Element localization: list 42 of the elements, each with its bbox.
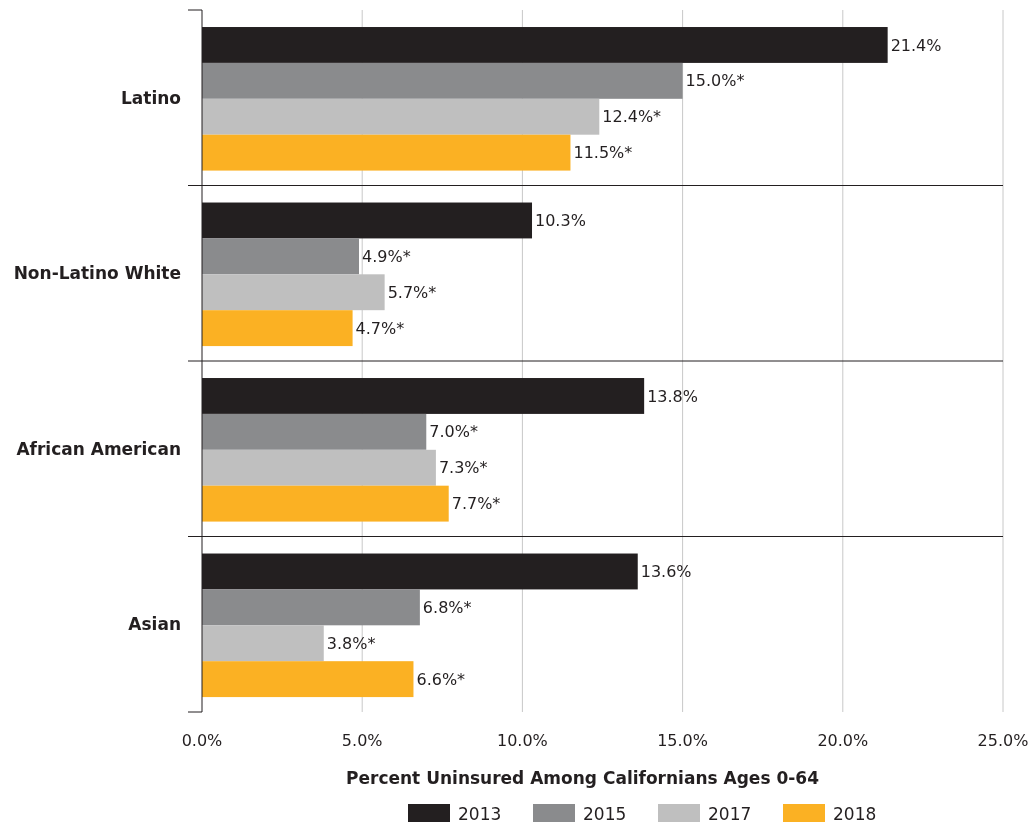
data-label: 4.7%* (355, 318, 405, 338)
data-label: 10.3% (535, 211, 586, 231)
legend-label: 2018 (833, 804, 877, 824)
bar (202, 449, 436, 486)
legend-label: 2013 (458, 804, 502, 824)
x-tick-label: 15.0% (657, 731, 709, 750)
bar (202, 134, 571, 171)
bar (202, 310, 353, 347)
x-axis-title: Percent Uninsured Among Californians Ages 0-64 (346, 768, 820, 788)
bar (202, 413, 427, 450)
y-tick-label: African American (16, 438, 181, 459)
data-label: 7.7%* (451, 494, 501, 514)
bar (202, 98, 600, 135)
bar (202, 589, 420, 626)
x-tick-label: 0.0% (181, 731, 223, 750)
data-label: 21.4% (890, 35, 942, 55)
data-label: 13.6% (640, 562, 692, 582)
bar (202, 62, 683, 99)
bar (202, 625, 324, 662)
bar (202, 238, 359, 275)
data-label: 11.5%* (573, 143, 633, 163)
data-label: 4.9%* (362, 246, 411, 266)
y-tick-label: Non-Latino White (13, 263, 181, 284)
data-label: 3.8%* (326, 633, 376, 653)
data-label: 7.0%* (429, 422, 478, 442)
x-tick-label: 25.0% (977, 731, 1028, 750)
data-label: 5.7%* (387, 282, 437, 302)
y-tick-label: Latino (120, 87, 181, 108)
data-label: 13.8% (647, 386, 698, 406)
data-label: 6.8%* (422, 597, 472, 617)
x-tick-label: 20.0% (817, 731, 869, 750)
y-tick-label: Asian (128, 614, 181, 635)
x-tick-label: 10.0% (496, 731, 548, 750)
data-label: 6.6%* (416, 669, 466, 689)
legend-label: 2015 (583, 804, 627, 824)
data-label: 12.4%* (602, 107, 662, 127)
data-label: 7.3%* (438, 458, 488, 478)
bar (202, 485, 449, 522)
legend-label: 2017 (708, 804, 752, 824)
data-label: 15.0%* (685, 71, 745, 91)
x-tick-label: 5.0% (341, 731, 383, 750)
bar (202, 661, 414, 698)
